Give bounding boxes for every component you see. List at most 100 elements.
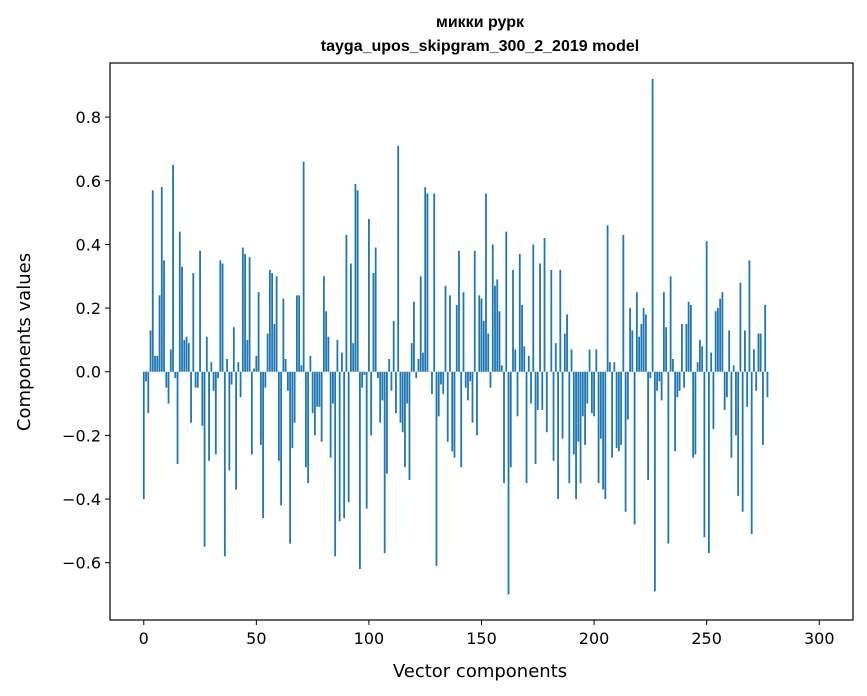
- bar: [656, 371, 659, 391]
- bar: [415, 371, 418, 379]
- bar: [381, 371, 384, 401]
- bar: [338, 371, 341, 522]
- bar: [503, 371, 505, 484]
- bar: [462, 292, 465, 372]
- bar: [318, 371, 321, 407]
- bar: [316, 371, 319, 407]
- bar: [336, 339, 339, 372]
- bar: [710, 352, 713, 372]
- bar: [181, 266, 183, 372]
- bar: [174, 371, 177, 379]
- bar: [377, 371, 379, 379]
- y-axis-label: Components values: [14, 253, 35, 431]
- bar: [440, 371, 442, 385]
- bar: [640, 323, 643, 372]
- bar: [735, 371, 737, 436]
- bar: [435, 371, 438, 566]
- bar: [748, 260, 751, 372]
- bar: [726, 371, 728, 398]
- bar: [482, 320, 485, 372]
- bar: [597, 371, 600, 484]
- bar: [295, 295, 298, 372]
- bar: [350, 263, 352, 372]
- bar: [345, 234, 348, 372]
- bar: [687, 301, 690, 372]
- bar: [431, 371, 433, 395]
- bar: [660, 371, 663, 401]
- bar: [525, 371, 528, 484]
- bar: [626, 371, 629, 420]
- bar: [190, 371, 192, 423]
- bar: [698, 339, 701, 372]
- bar: [185, 336, 188, 372]
- bar: [284, 359, 287, 372]
- bar: [255, 355, 258, 372]
- bar: [579, 371, 582, 484]
- bar: [212, 371, 215, 391]
- bar: [217, 371, 219, 379]
- bar: [539, 263, 541, 372]
- x-axis-label: Vector components: [393, 661, 567, 682]
- x-tick-label: 150: [466, 629, 497, 648]
- bar: [622, 234, 625, 372]
- bar: [739, 282, 742, 372]
- bar: [514, 349, 517, 372]
- bar: [208, 371, 210, 461]
- bar: [268, 269, 271, 372]
- bar: [624, 371, 627, 512]
- bar: [392, 320, 395, 372]
- bar: [680, 323, 683, 372]
- bar: [467, 371, 469, 401]
- bar: [262, 371, 265, 519]
- chart-title-line2: tayga_upos_skipgram_300_2_2019 model: [321, 38, 639, 55]
- bar: [176, 371, 179, 465]
- bar: [489, 371, 492, 388]
- bar: [309, 355, 312, 372]
- bar: [689, 304, 692, 372]
- bar: [521, 304, 523, 372]
- bar: [194, 371, 197, 388]
- bar: [530, 371, 532, 404]
- bar: [563, 333, 566, 372]
- bar: [196, 371, 199, 388]
- bar: [298, 295, 301, 372]
- bar: [762, 371, 764, 445]
- bar: [426, 193, 429, 372]
- x-tick-label: 0: [139, 629, 149, 648]
- bar: [329, 371, 332, 458]
- x-tick-label: 250: [691, 629, 722, 648]
- y-axis-ticks: −0.6 −0.4 −0.2 0.0 0.2 0.4 0.6 0.8: [62, 108, 110, 573]
- bar: [554, 343, 557, 372]
- bar: [599, 371, 602, 439]
- y-tick-label: −0.6: [62, 554, 101, 573]
- bar: [523, 346, 526, 372]
- bar: [246, 339, 249, 372]
- bar: [608, 362, 611, 372]
- bar: [588, 349, 591, 372]
- bar: [142, 371, 145, 500]
- y-tick-label: 0.2: [76, 299, 101, 318]
- y-tick-label: 0.8: [76, 108, 101, 127]
- bar: [172, 164, 174, 372]
- bar: [221, 263, 224, 372]
- bar: [552, 371, 555, 461]
- bar: [361, 371, 364, 388]
- bar: [541, 371, 544, 410]
- chart-title-line1: микки рурк: [436, 14, 525, 31]
- bar: [374, 247, 377, 372]
- bar: [446, 371, 449, 442]
- bar: [572, 371, 575, 455]
- bar: [602, 371, 604, 490]
- bar: [629, 308, 632, 372]
- bar: [714, 311, 717, 372]
- bar: [230, 371, 233, 385]
- bar-series: [142, 78, 769, 595]
- bar: [167, 371, 170, 404]
- bar: [291, 371, 294, 449]
- bar: [322, 276, 325, 372]
- bar: [509, 371, 512, 468]
- bar: [363, 371, 366, 375]
- bar: [424, 187, 427, 372]
- bar: [304, 371, 307, 468]
